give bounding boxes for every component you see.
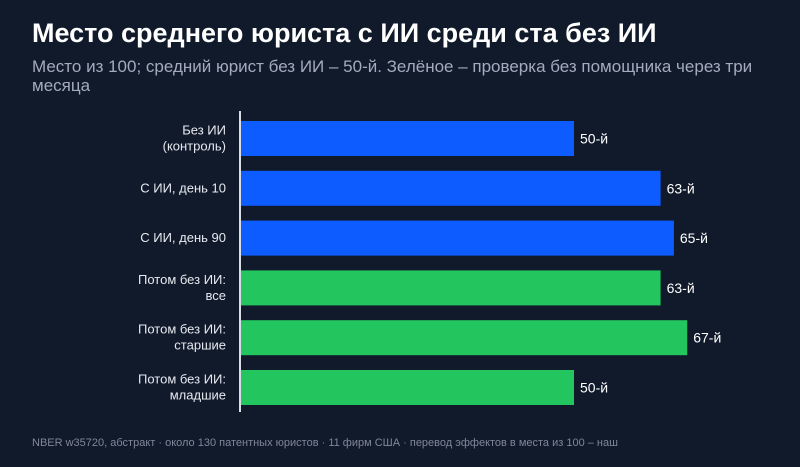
category-label: С ИИ, день 90 bbox=[140, 230, 226, 245]
value-label: 50-й bbox=[580, 131, 608, 147]
category-label: Потом без ИИ: bbox=[138, 272, 226, 287]
bar bbox=[241, 220, 674, 256]
category-label: старшие bbox=[174, 338, 226, 353]
value-label: 63-й bbox=[667, 280, 695, 296]
category-label: все bbox=[206, 288, 227, 303]
chart-subtitle: Место из 100; средний юрист без ИИ – 50-… bbox=[32, 57, 753, 95]
footnote: NBER w35720, абстракт · около 130 патент… bbox=[32, 437, 618, 449]
category-label: младшие bbox=[170, 388, 226, 403]
bar bbox=[241, 320, 688, 356]
bar bbox=[241, 170, 661, 206]
bar bbox=[241, 121, 574, 156]
value-label: 67-й bbox=[693, 330, 721, 346]
category-label: Потом без ИИ: bbox=[138, 322, 226, 337]
value-label: 63-й bbox=[667, 180, 695, 196]
bar bbox=[241, 270, 661, 306]
chart-title: Место среднего юриста с ИИ среди ста без… bbox=[32, 18, 657, 48]
value-label: 50-й bbox=[580, 380, 608, 396]
category-label: Без ИИ bbox=[182, 123, 226, 138]
category-label: С ИИ, день 10 bbox=[140, 180, 226, 195]
value-label: 65-й bbox=[680, 230, 708, 246]
category-label: Потом без ИИ: bbox=[138, 372, 226, 387]
category-label: (контроль) bbox=[163, 139, 226, 154]
bar bbox=[241, 370, 574, 405]
